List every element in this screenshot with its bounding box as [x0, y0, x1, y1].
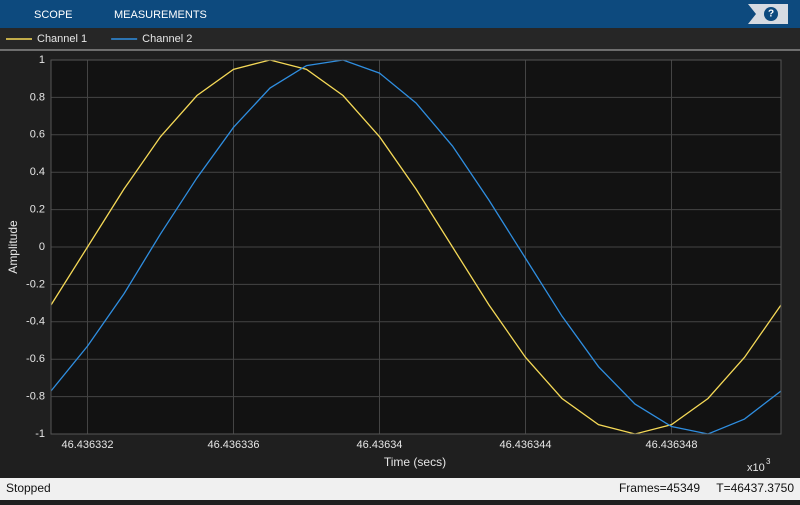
x-tick-label: 46.436344	[500, 439, 552, 451]
help-icon[interactable]	[764, 7, 778, 21]
toolbar	[0, 0, 800, 28]
x-tick-label: 46.436332	[62, 439, 114, 451]
status-background	[0, 478, 800, 500]
y-tick-label: -1	[35, 428, 45, 440]
y-tick-label: 0	[39, 241, 45, 253]
lines	[50, 59, 782, 435]
y-tick-label: -0.6	[26, 353, 45, 365]
y-tick-label: 1	[39, 54, 45, 66]
status-bar: Stopped Frames=45349 T=46437.3750	[0, 478, 800, 500]
status-time: T=46437.3750	[716, 481, 794, 495]
y-tick-label: -0.8	[26, 391, 45, 403]
y-tick-label: 0.2	[30, 204, 45, 216]
legend-label: Channel 2	[142, 33, 192, 45]
series-line	[50, 59, 782, 435]
scope-tab[interactable]: SCOPE	[34, 9, 73, 21]
x-tick-label: 46.436336	[208, 439, 260, 451]
help-label[interactable]: ?	[768, 9, 774, 20]
legend: Channel 1 Channel 2	[6, 33, 192, 45]
legend-bar	[0, 28, 800, 50]
x-tick-label: 46.43634	[357, 439, 403, 451]
y-tick-label: 0.8	[30, 91, 45, 103]
status-state: Stopped	[6, 481, 51, 495]
status-frames: Frames=45349	[619, 481, 700, 495]
y-tick-label: 0.4	[30, 166, 45, 178]
y-tick-label: 0.6	[30, 129, 45, 141]
x-axis-label: Time (secs)	[384, 455, 446, 469]
y-axis-label: Amplitude	[6, 220, 20, 274]
legend-label: Channel 1	[37, 33, 87, 45]
x-exponent-base: x10	[747, 462, 765, 474]
y-tick-label: -0.4	[26, 316, 45, 328]
plot-border	[50, 59, 782, 435]
y-tick-label: -0.2	[26, 278, 45, 290]
series-line	[50, 59, 782, 435]
x-tick-label: 46.436348	[646, 439, 698, 451]
measurements-tab[interactable]: MEASUREMENTS	[114, 9, 207, 21]
x-exponent: 3	[766, 457, 771, 466]
